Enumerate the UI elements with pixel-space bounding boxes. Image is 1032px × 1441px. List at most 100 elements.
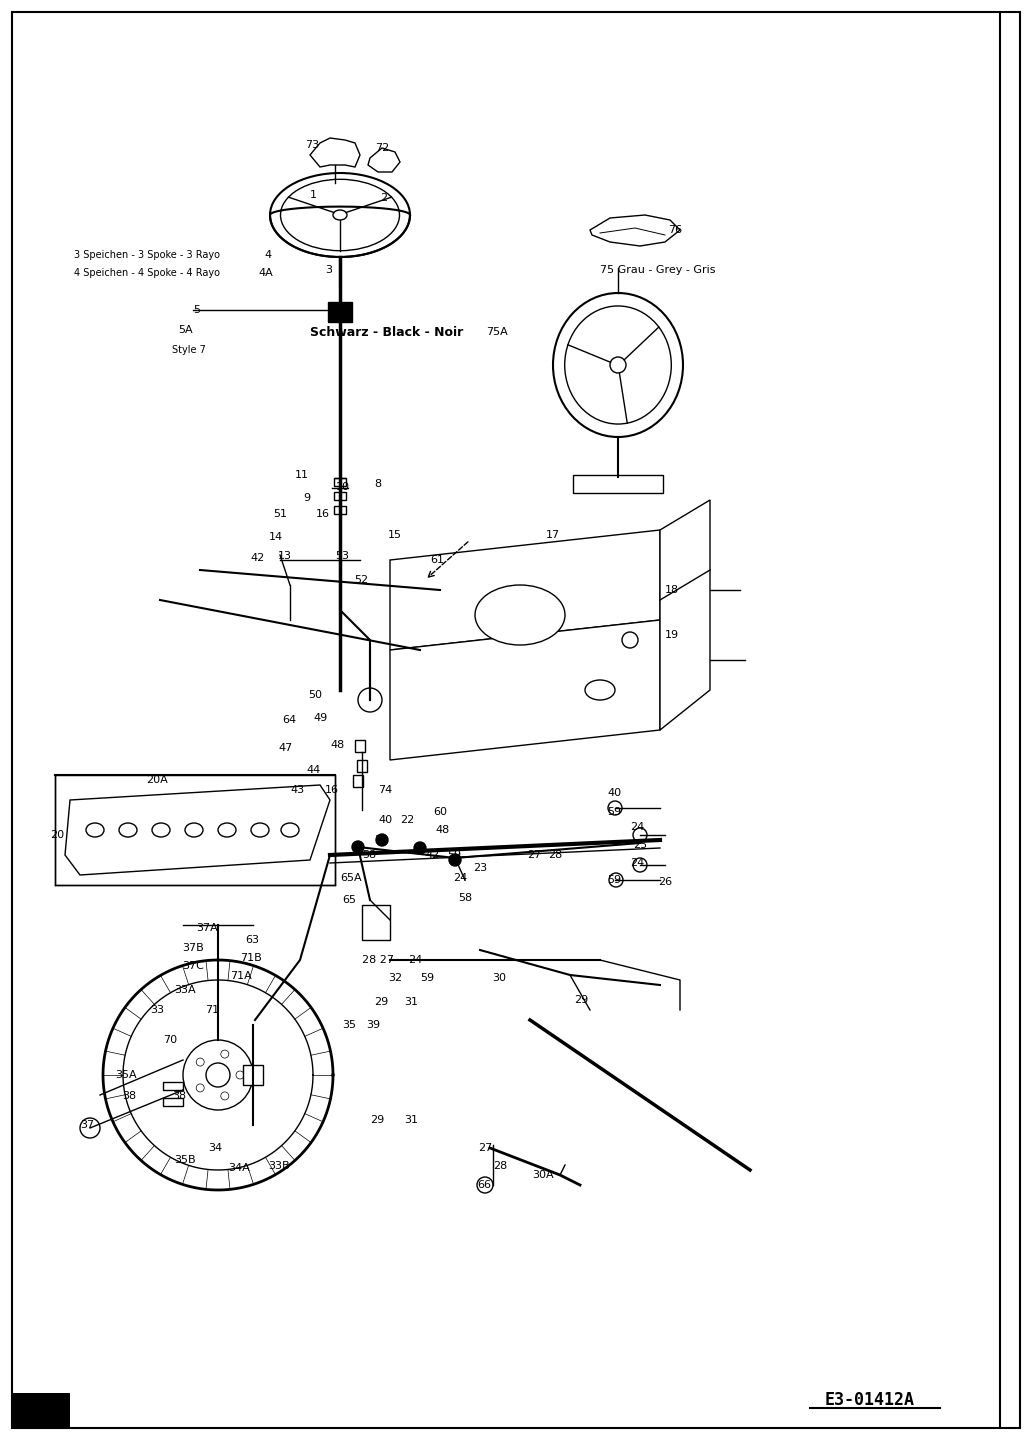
Text: 37: 37 <box>80 1120 94 1130</box>
Text: 49: 49 <box>313 713 327 723</box>
Text: 13: 13 <box>278 550 292 561</box>
Text: 10: 10 <box>336 481 350 491</box>
Circle shape <box>449 855 461 866</box>
Bar <box>334 491 346 500</box>
Text: 59: 59 <box>447 850 461 860</box>
Text: 42: 42 <box>425 850 440 860</box>
Text: 71B: 71B <box>240 953 262 963</box>
Text: 64: 64 <box>282 715 296 725</box>
Ellipse shape <box>610 357 626 373</box>
Ellipse shape <box>251 823 269 837</box>
Text: 16: 16 <box>316 509 330 519</box>
Ellipse shape <box>119 823 137 837</box>
Ellipse shape <box>185 823 203 837</box>
Text: 34A: 34A <box>228 1163 250 1173</box>
Bar <box>573 476 663 493</box>
Text: 51: 51 <box>273 509 287 519</box>
Text: 20: 20 <box>50 830 64 840</box>
Text: 8: 8 <box>374 478 381 488</box>
Circle shape <box>80 1118 100 1138</box>
Bar <box>357 759 367 772</box>
Text: 37B: 37B <box>182 942 203 953</box>
Ellipse shape <box>281 179 399 251</box>
Circle shape <box>221 1092 229 1099</box>
Text: 48: 48 <box>330 741 345 749</box>
Circle shape <box>633 829 647 842</box>
Circle shape <box>477 1177 493 1193</box>
Text: 59: 59 <box>607 875 621 885</box>
Polygon shape <box>660 500 710 731</box>
Ellipse shape <box>553 293 683 437</box>
Text: 24: 24 <box>408 955 422 965</box>
Text: 48: 48 <box>436 826 449 834</box>
Circle shape <box>206 1063 230 1087</box>
Text: 31: 31 <box>404 997 418 1007</box>
Text: 17: 17 <box>546 530 560 540</box>
Text: 33B: 33B <box>268 1161 290 1172</box>
Ellipse shape <box>86 823 104 837</box>
Circle shape <box>609 873 623 888</box>
Circle shape <box>358 687 382 712</box>
Text: Schwarz - Black - Noir: Schwarz - Black - Noir <box>310 326 463 339</box>
Text: 37C: 37C <box>182 961 204 971</box>
Text: 1: 1 <box>310 190 317 200</box>
Bar <box>163 1098 183 1107</box>
Ellipse shape <box>270 173 410 256</box>
Ellipse shape <box>152 823 170 837</box>
Text: 11: 11 <box>295 470 309 480</box>
Text: 29: 29 <box>370 1115 384 1125</box>
Text: 50: 50 <box>308 690 322 700</box>
Text: 18: 18 <box>665 585 679 595</box>
Text: 24: 24 <box>453 873 467 883</box>
Text: 40: 40 <box>607 788 621 798</box>
Bar <box>12 1393 70 1429</box>
Text: 43: 43 <box>290 785 304 795</box>
Circle shape <box>633 857 647 872</box>
Ellipse shape <box>475 585 565 646</box>
Ellipse shape <box>333 210 347 220</box>
Polygon shape <box>590 215 680 246</box>
Text: 30: 30 <box>492 973 506 983</box>
Text: 24: 24 <box>630 821 644 831</box>
Text: 37A: 37A <box>196 924 218 932</box>
Text: 60: 60 <box>433 807 447 817</box>
Text: 24: 24 <box>630 857 644 867</box>
Text: 16: 16 <box>325 785 338 795</box>
Text: 58: 58 <box>458 893 472 904</box>
Text: 9: 9 <box>303 493 311 503</box>
Text: 59: 59 <box>607 807 621 817</box>
Text: 61: 61 <box>430 555 444 565</box>
Text: 38: 38 <box>122 1091 136 1101</box>
Text: 47: 47 <box>278 744 292 754</box>
Polygon shape <box>310 138 360 167</box>
Text: 3 Speichen - 3 Spoke - 3 Rayo: 3 Speichen - 3 Spoke - 3 Rayo <box>74 249 220 259</box>
Bar <box>55 775 335 885</box>
Text: 71: 71 <box>205 1004 219 1014</box>
Text: 73: 73 <box>305 140 319 150</box>
Text: 22: 22 <box>400 816 414 826</box>
Ellipse shape <box>281 823 299 837</box>
Text: 4 Speichen - 4 Spoke - 4 Rayo: 4 Speichen - 4 Spoke - 4 Rayo <box>74 268 220 278</box>
Bar <box>243 1065 263 1085</box>
Text: 42: 42 <box>250 553 264 563</box>
Text: 5: 5 <box>193 305 200 316</box>
Bar <box>355 741 365 752</box>
Ellipse shape <box>585 680 615 700</box>
Text: 39: 39 <box>366 1020 380 1030</box>
Polygon shape <box>65 785 330 875</box>
Text: 28 27: 28 27 <box>362 955 394 965</box>
Text: 44: 44 <box>307 765 320 775</box>
Text: 28: 28 <box>493 1161 508 1172</box>
Text: 28: 28 <box>548 850 562 860</box>
Text: 14: 14 <box>269 532 283 542</box>
Text: 34: 34 <box>208 1143 222 1153</box>
Text: 40: 40 <box>378 816 392 826</box>
Text: 5A: 5A <box>178 326 193 334</box>
Circle shape <box>196 1084 204 1092</box>
Text: 27: 27 <box>527 850 541 860</box>
Text: 29: 29 <box>374 997 388 1007</box>
Text: 35A: 35A <box>115 1071 136 1079</box>
Text: 70: 70 <box>163 1035 178 1045</box>
Text: 75A: 75A <box>486 327 508 337</box>
Polygon shape <box>390 530 660 650</box>
